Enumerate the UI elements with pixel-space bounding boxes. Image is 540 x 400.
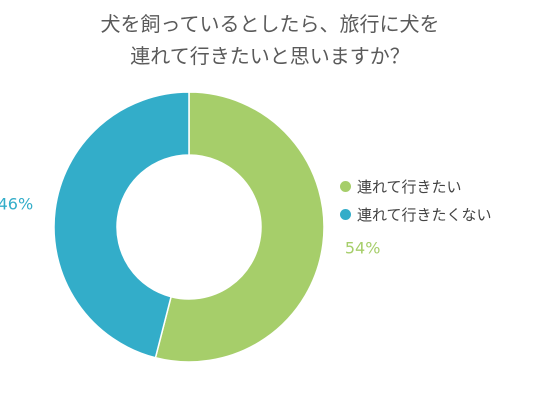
legend-label-1: 連れて行きたくない [357,205,492,224]
legend-swatch-0 [340,180,351,192]
chart-title-line-1: 犬を飼っているとしたら、旅行に犬を [100,12,440,36]
legend-item-0[interactable]: 連れて行きたい [340,172,492,200]
donut-value-label-1: 46% [0,195,33,214]
donut-value-label-0: 54% [345,238,381,257]
donut-slice-1[interactable] [53,91,190,359]
donut-slice-0[interactable] [154,91,325,363]
donut-slices [53,91,325,363]
legend-item-1[interactable]: 連れて行きたくない [340,200,492,228]
legend-label-0: 連れて行きたい [357,177,462,196]
chart-title-line-2: 連れて行きたいと思いますか？ [130,44,410,68]
legend-swatch-1 [340,208,351,220]
donut-value-labels: 54% 46% [0,195,380,258]
chart-legend: 連れて行きたい 連れて行きたくない [340,172,492,228]
chart-title: 犬を飼っているとしたら、旅行に犬を 連れて行きたいと思いますか？ [0,8,540,72]
